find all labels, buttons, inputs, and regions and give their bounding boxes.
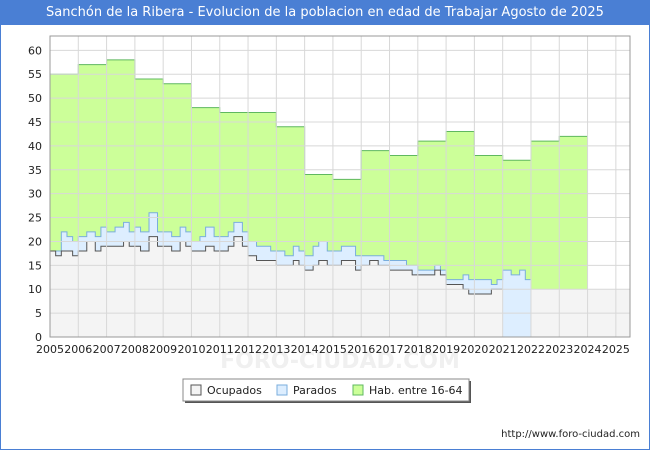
x-tick-label: 2025 <box>602 343 630 356</box>
x-tick-label: 2016 <box>347 343 375 356</box>
y-tick-label: 50 <box>28 92 42 105</box>
legend-swatch <box>190 384 202 396</box>
x-tick-label: 2012 <box>234 343 262 356</box>
x-tick-label: 2024 <box>574 343 602 356</box>
x-tick-label: 2009 <box>149 343 177 356</box>
legend-swatch <box>352 384 364 396</box>
y-tick-label: 25 <box>28 212 42 225</box>
y-tick-label: 30 <box>28 188 42 201</box>
y-tick-label: 15 <box>28 259 42 272</box>
legend-box <box>182 378 470 402</box>
x-tick-label: 2023 <box>545 343 573 356</box>
y-tick-label: 40 <box>28 140 42 153</box>
y-tick-label: 0 <box>35 331 42 344</box>
x-tick-label: 2021 <box>489 343 517 356</box>
y-tick-label: 5 <box>35 307 42 320</box>
x-tick-label: 2013 <box>262 343 290 356</box>
y-tick-label: 55 <box>28 68 42 81</box>
x-tick-label: 2015 <box>319 343 347 356</box>
x-tick-label: 2018 <box>404 343 432 356</box>
source-url[interactable]: http://www.foro-ciudad.com <box>501 429 640 440</box>
legend-label: Parados <box>293 384 337 397</box>
x-tick-label: 2014 <box>291 343 319 356</box>
chart-title: Sanchón de la Ribera - Evolucion de la p… <box>1 1 649 25</box>
x-tick-label: 2011 <box>206 343 234 356</box>
plot-border <box>49 35 631 338</box>
y-tick-label: 45 <box>28 116 42 129</box>
x-tick-label: 2019 <box>432 343 460 356</box>
y-tick-label: 10 <box>28 283 42 296</box>
y-tick-label: 20 <box>28 235 42 248</box>
x-tick-label: 2005 <box>36 343 64 356</box>
y-tick-label: 60 <box>28 44 42 57</box>
x-tick-label: 2007 <box>93 343 121 356</box>
x-tick-label: 2010 <box>177 343 205 356</box>
legend-swatch <box>276 384 288 396</box>
watermark: FORO-CIUDAD.COM <box>220 349 460 374</box>
legend-label: Hab. entre 16-64 <box>369 384 463 397</box>
x-tick-label: 2008 <box>121 343 149 356</box>
legend-label: Ocupados <box>207 384 262 397</box>
x-tick-label: 2017 <box>376 343 404 356</box>
x-tick-label: 2020 <box>460 343 488 356</box>
y-tick-label: 35 <box>28 164 42 177</box>
x-tick-label: 2022 <box>517 343 545 356</box>
x-tick-label: 2006 <box>64 343 92 356</box>
